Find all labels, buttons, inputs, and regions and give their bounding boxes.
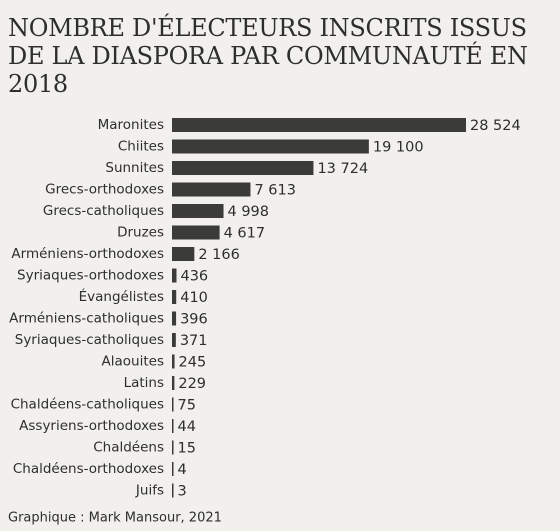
value-label: 3 [178, 484, 187, 500]
category-label: Maronites [98, 117, 164, 133]
category-label: Latins [124, 375, 164, 391]
bar [172, 268, 177, 283]
value-label: 245 [179, 355, 207, 371]
bar [172, 440, 174, 455]
value-label: 44 [178, 419, 196, 435]
bar [172, 483, 174, 498]
value-label: 371 [180, 333, 208, 349]
category-label: Sunnites [105, 160, 164, 176]
bar [172, 333, 176, 347]
bar [172, 139, 369, 154]
value-label: 7 613 [254, 183, 296, 199]
category-label: Chaldéens-catholiques [11, 397, 164, 413]
bar [172, 225, 220, 240]
category-label: Syriaques-catholiques [15, 332, 164, 348]
bar [172, 182, 251, 197]
bar [172, 462, 174, 476]
category-label: Chaldéens [93, 440, 164, 456]
bar [172, 118, 466, 132]
category-label: Grecs-orthodoxes [45, 182, 164, 198]
category-label: Druzes [117, 225, 164, 241]
category-label: Arméniens-orthodoxes [11, 246, 164, 262]
category-label: Juifs [135, 483, 164, 499]
bar [172, 161, 314, 175]
category-label: Chiites [118, 139, 164, 155]
category-label: Alaouites [102, 354, 164, 370]
bar [172, 419, 174, 433]
value-label: 4 [178, 462, 187, 478]
value-label: 436 [180, 269, 208, 285]
category-label: Arméniens-catholiques [9, 311, 164, 327]
bar [172, 376, 175, 390]
value-label: 396 [180, 312, 208, 328]
source: Graphique : Mark Mansour, 2021 [8, 511, 222, 526]
value-label: 75 [178, 398, 196, 414]
bar [172, 397, 174, 412]
category-label: Grecs-catholiques [43, 203, 164, 219]
value-label: 4 998 [228, 204, 270, 220]
value-label: 15 [178, 441, 196, 457]
value-label: 28 524 [470, 118, 521, 134]
value-label: 4 617 [224, 226, 266, 242]
category-label: Assyriens-orthodoxes [19, 418, 164, 434]
bar [172, 354, 175, 369]
bar [172, 311, 177, 326]
value-label: 19 100 [373, 140, 424, 156]
category-label: Chaldéens-orthodoxes [13, 461, 164, 477]
value-label: 229 [178, 376, 206, 392]
value-label: 2 166 [198, 247, 240, 263]
bar [172, 247, 195, 261]
bar [172, 290, 177, 304]
value-label: 410 [180, 290, 208, 306]
chart-title: NOMBRE D'ÉLECTEURS INSCRITS ISSUS DE LA … [8, 14, 528, 98]
value-label: 13 724 [317, 161, 368, 177]
category-label: Évangélistes [79, 288, 164, 305]
bar [172, 204, 224, 218]
category-label: Syriaques-orthodoxes [17, 268, 164, 284]
